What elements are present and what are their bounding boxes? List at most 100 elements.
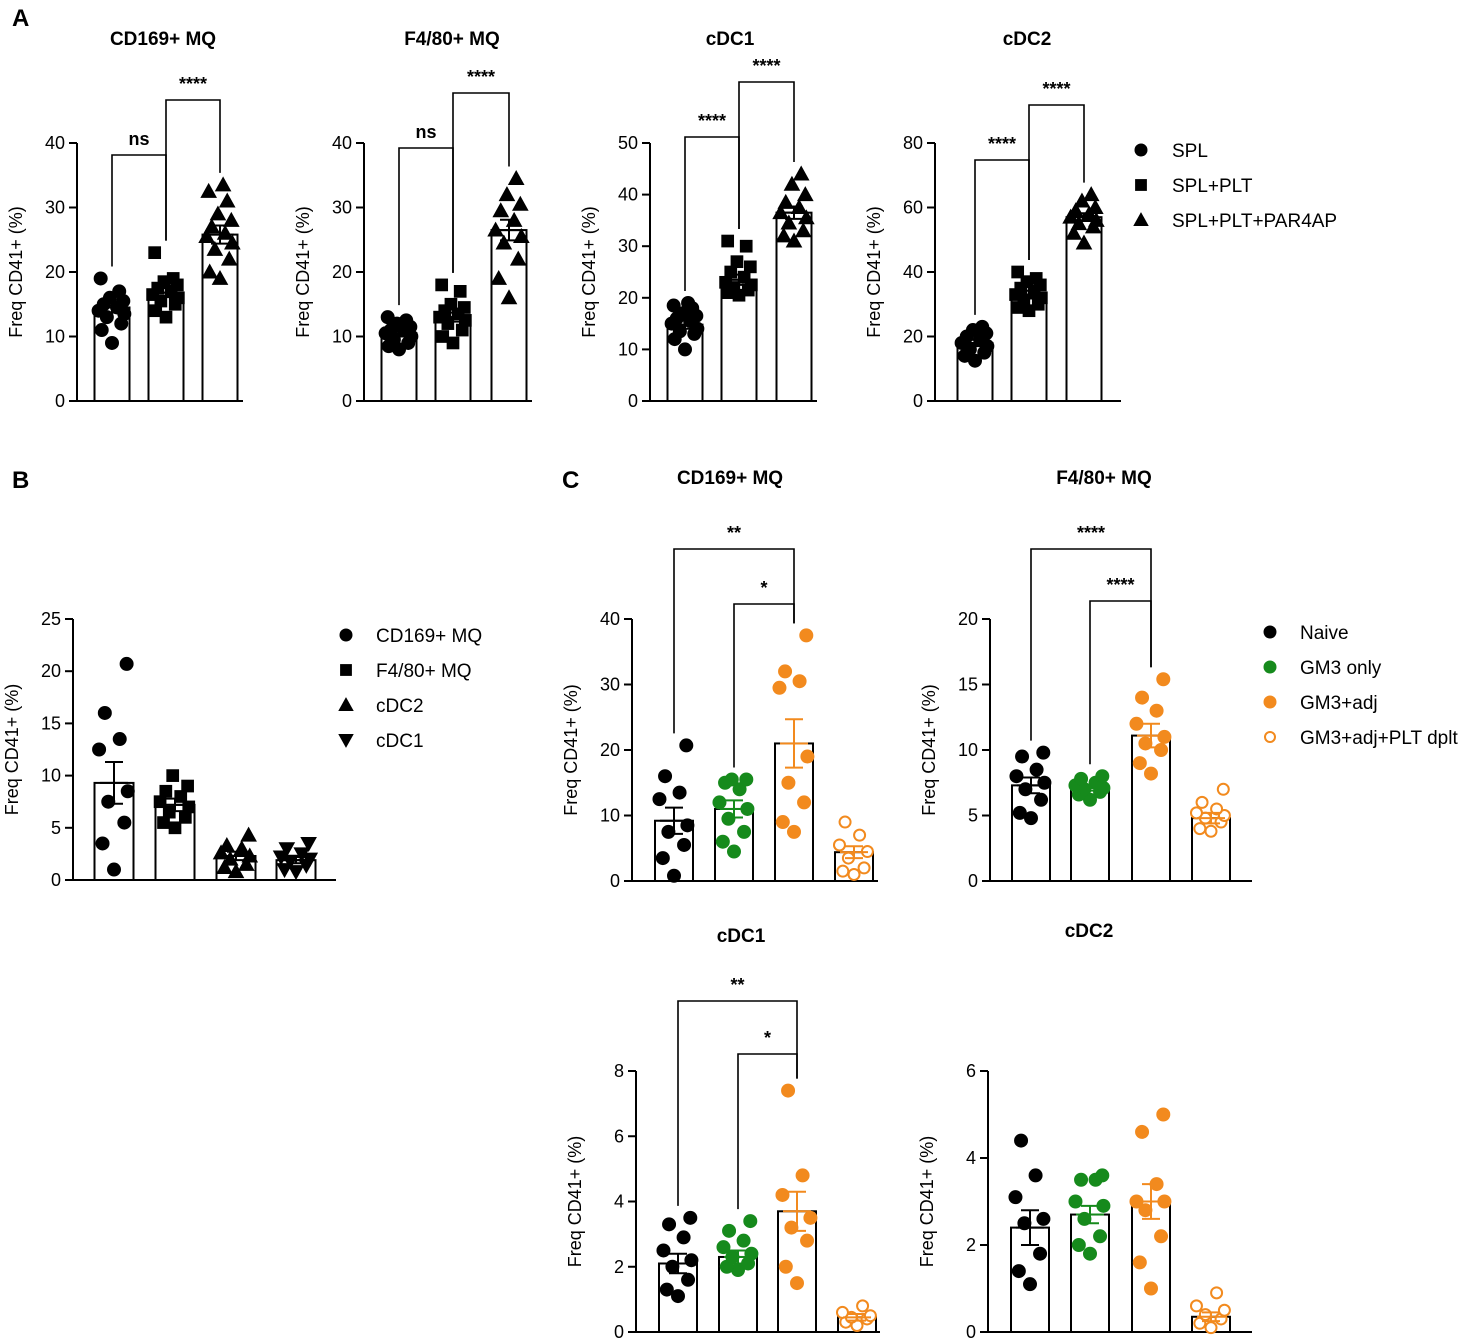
data-point: [1014, 1133, 1029, 1148]
panel-letter-c: C: [562, 467, 579, 494]
legend-item-gm3-adj-plt-dplt: GM3+adj+PLT dplt: [1264, 728, 1458, 749]
legend-b: CD169+ MQ F4/80+ MQ cDC2 cDC1: [338, 626, 482, 752]
chart-a-cdc1: cDC1 0 10 20 30 40 50 Freq CD41+ (%) **** ****: [579, 29, 817, 411]
y-axis-label: Freq CD41+ (%): [864, 206, 884, 338]
series-cdc1: [272, 836, 319, 882]
legend-marker: [339, 628, 353, 642]
data-point: [1132, 756, 1147, 771]
data-point: [1156, 672, 1171, 687]
data-point: [730, 255, 744, 269]
legend-label: cDC2: [376, 696, 424, 717]
significance-label: ****: [988, 134, 1016, 154]
series-gm3-only: [712, 772, 755, 883]
data-point: [459, 314, 472, 327]
data-point: [739, 772, 754, 787]
data-point: [799, 628, 814, 643]
data-point: [662, 1217, 677, 1232]
legend-label: F4/80+ MQ: [376, 661, 472, 682]
legend-item-cdc2: cDC2: [338, 696, 424, 717]
error-bar: [780, 718, 808, 769]
data-point: [796, 186, 814, 202]
data-point: [1204, 824, 1218, 838]
error-bar: [1076, 1204, 1104, 1225]
y-tick-label: 2: [614, 1257, 624, 1277]
data-point: [656, 1243, 671, 1258]
significance-label: **: [730, 975, 744, 995]
series-spl: [664, 295, 705, 402]
data-point: [680, 818, 695, 833]
data-point: [1034, 792, 1049, 807]
legend-item-spl-plt: SPL+PLT: [1135, 176, 1253, 197]
error-bar: [282, 856, 310, 865]
chart-c-cdc2: cDC2 0 2 4 6 Freq CD41+ (%): [917, 921, 1252, 1342]
data-point: [1154, 1229, 1169, 1244]
data-point: [790, 1276, 804, 1291]
y-tick-label: 40: [618, 185, 638, 205]
significance-bracket: **: [677, 975, 798, 1206]
y-tick-label: 5: [51, 818, 61, 838]
significance-label: ****: [1106, 575, 1134, 595]
series-spl-plt: [146, 246, 185, 403]
error-bar: [1197, 811, 1225, 825]
y-tick-label: 0: [614, 1322, 624, 1342]
significance-label: ns: [128, 129, 149, 149]
legend-label: cDC1: [376, 731, 424, 752]
data-point: [1028, 1168, 1043, 1183]
error-bar: [961, 338, 989, 348]
legend-label: CD169+ MQ: [376, 626, 482, 647]
y-axis-label: Freq CD41+ (%): [6, 206, 26, 338]
data-point: [1074, 1172, 1089, 1187]
data-point: [220, 250, 238, 266]
data-point: [652, 792, 667, 807]
data-point: [1093, 1229, 1108, 1244]
data-point: [739, 239, 753, 253]
data-point: [222, 211, 240, 227]
data-point: [201, 263, 219, 279]
series-spl-plt-par4ap: [1062, 186, 1105, 402]
legend-label: GM3+adj: [1300, 693, 1378, 714]
data-point: [1210, 1286, 1224, 1300]
data-point: [1129, 716, 1144, 731]
error-bar: [664, 1252, 692, 1275]
data-point: [667, 868, 681, 883]
data-point: [1132, 1255, 1147, 1270]
data-point: [92, 742, 107, 757]
data-point: [1083, 1246, 1097, 1261]
error-bar: [439, 311, 467, 323]
data-point: [677, 837, 692, 852]
legend-a: SPL SPL+PLT SPL+PLT+PAR4AP: [1133, 141, 1337, 232]
series-gm3-only: [716, 1214, 759, 1334]
legend-label: SPL+PLT: [1172, 176, 1253, 197]
error-bar: [100, 761, 128, 805]
y-tick-label: 30: [618, 236, 638, 256]
data-point: [1029, 762, 1044, 777]
y-tick-label: 0: [55, 391, 65, 411]
data-point: [671, 1289, 685, 1304]
series-spl-plt-par4ap: [772, 165, 815, 402]
data-point: [399, 313, 414, 328]
data-point: [676, 1230, 691, 1245]
significance-label: ****: [1077, 523, 1105, 543]
data-point: [1082, 186, 1100, 202]
legend-item-naive: Naive: [1263, 623, 1349, 644]
data-point: [166, 769, 180, 782]
y-tick-label: 10: [600, 806, 620, 826]
y-tick-label: 10: [958, 740, 978, 760]
error-bar: [724, 1249, 752, 1265]
chart-title: cDC2: [1065, 921, 1114, 942]
y-tick-label: 20: [45, 262, 65, 282]
error-bar: [1017, 776, 1045, 795]
data-point: [775, 1187, 790, 1202]
y-tick-label: 40: [45, 133, 65, 153]
y-tick-label: 60: [903, 198, 923, 218]
data-point: [784, 1220, 799, 1235]
series-naive: [656, 1210, 699, 1334]
data-point: [112, 284, 127, 299]
data-point: [511, 195, 529, 211]
data-point: [838, 815, 852, 829]
data-point: [1204, 1321, 1218, 1335]
data-point: [1198, 1308, 1212, 1322]
